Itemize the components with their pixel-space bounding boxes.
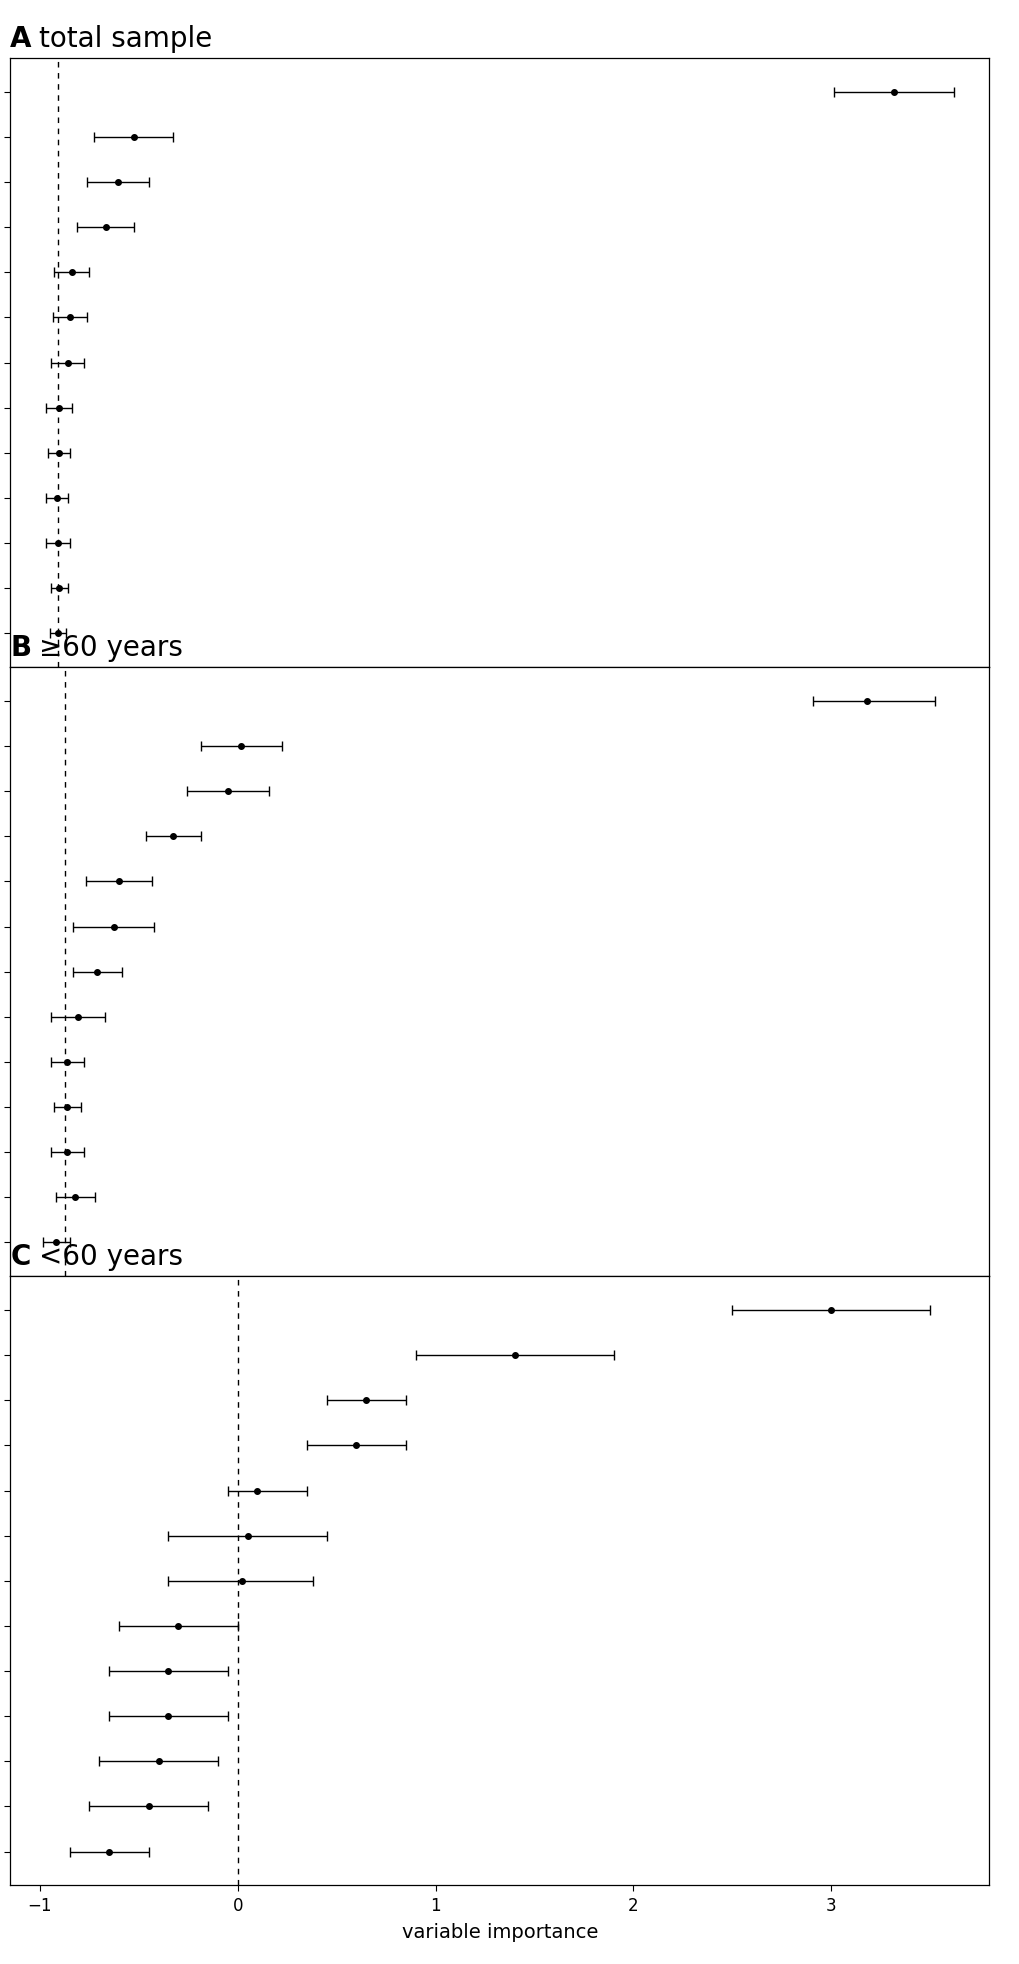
Text: ≥60 years: ≥60 years [39,634,182,662]
X-axis label: variable importance: variable importance [401,1314,597,1332]
X-axis label: variable importance: variable importance [401,1923,597,1940]
Text: A: A [10,26,32,53]
Text: C: C [10,1243,31,1271]
X-axis label: variable importance: variable importance [401,705,597,723]
Text: total sample: total sample [39,26,212,53]
Text: <60 years: <60 years [39,1243,182,1271]
Text: B: B [10,634,32,662]
